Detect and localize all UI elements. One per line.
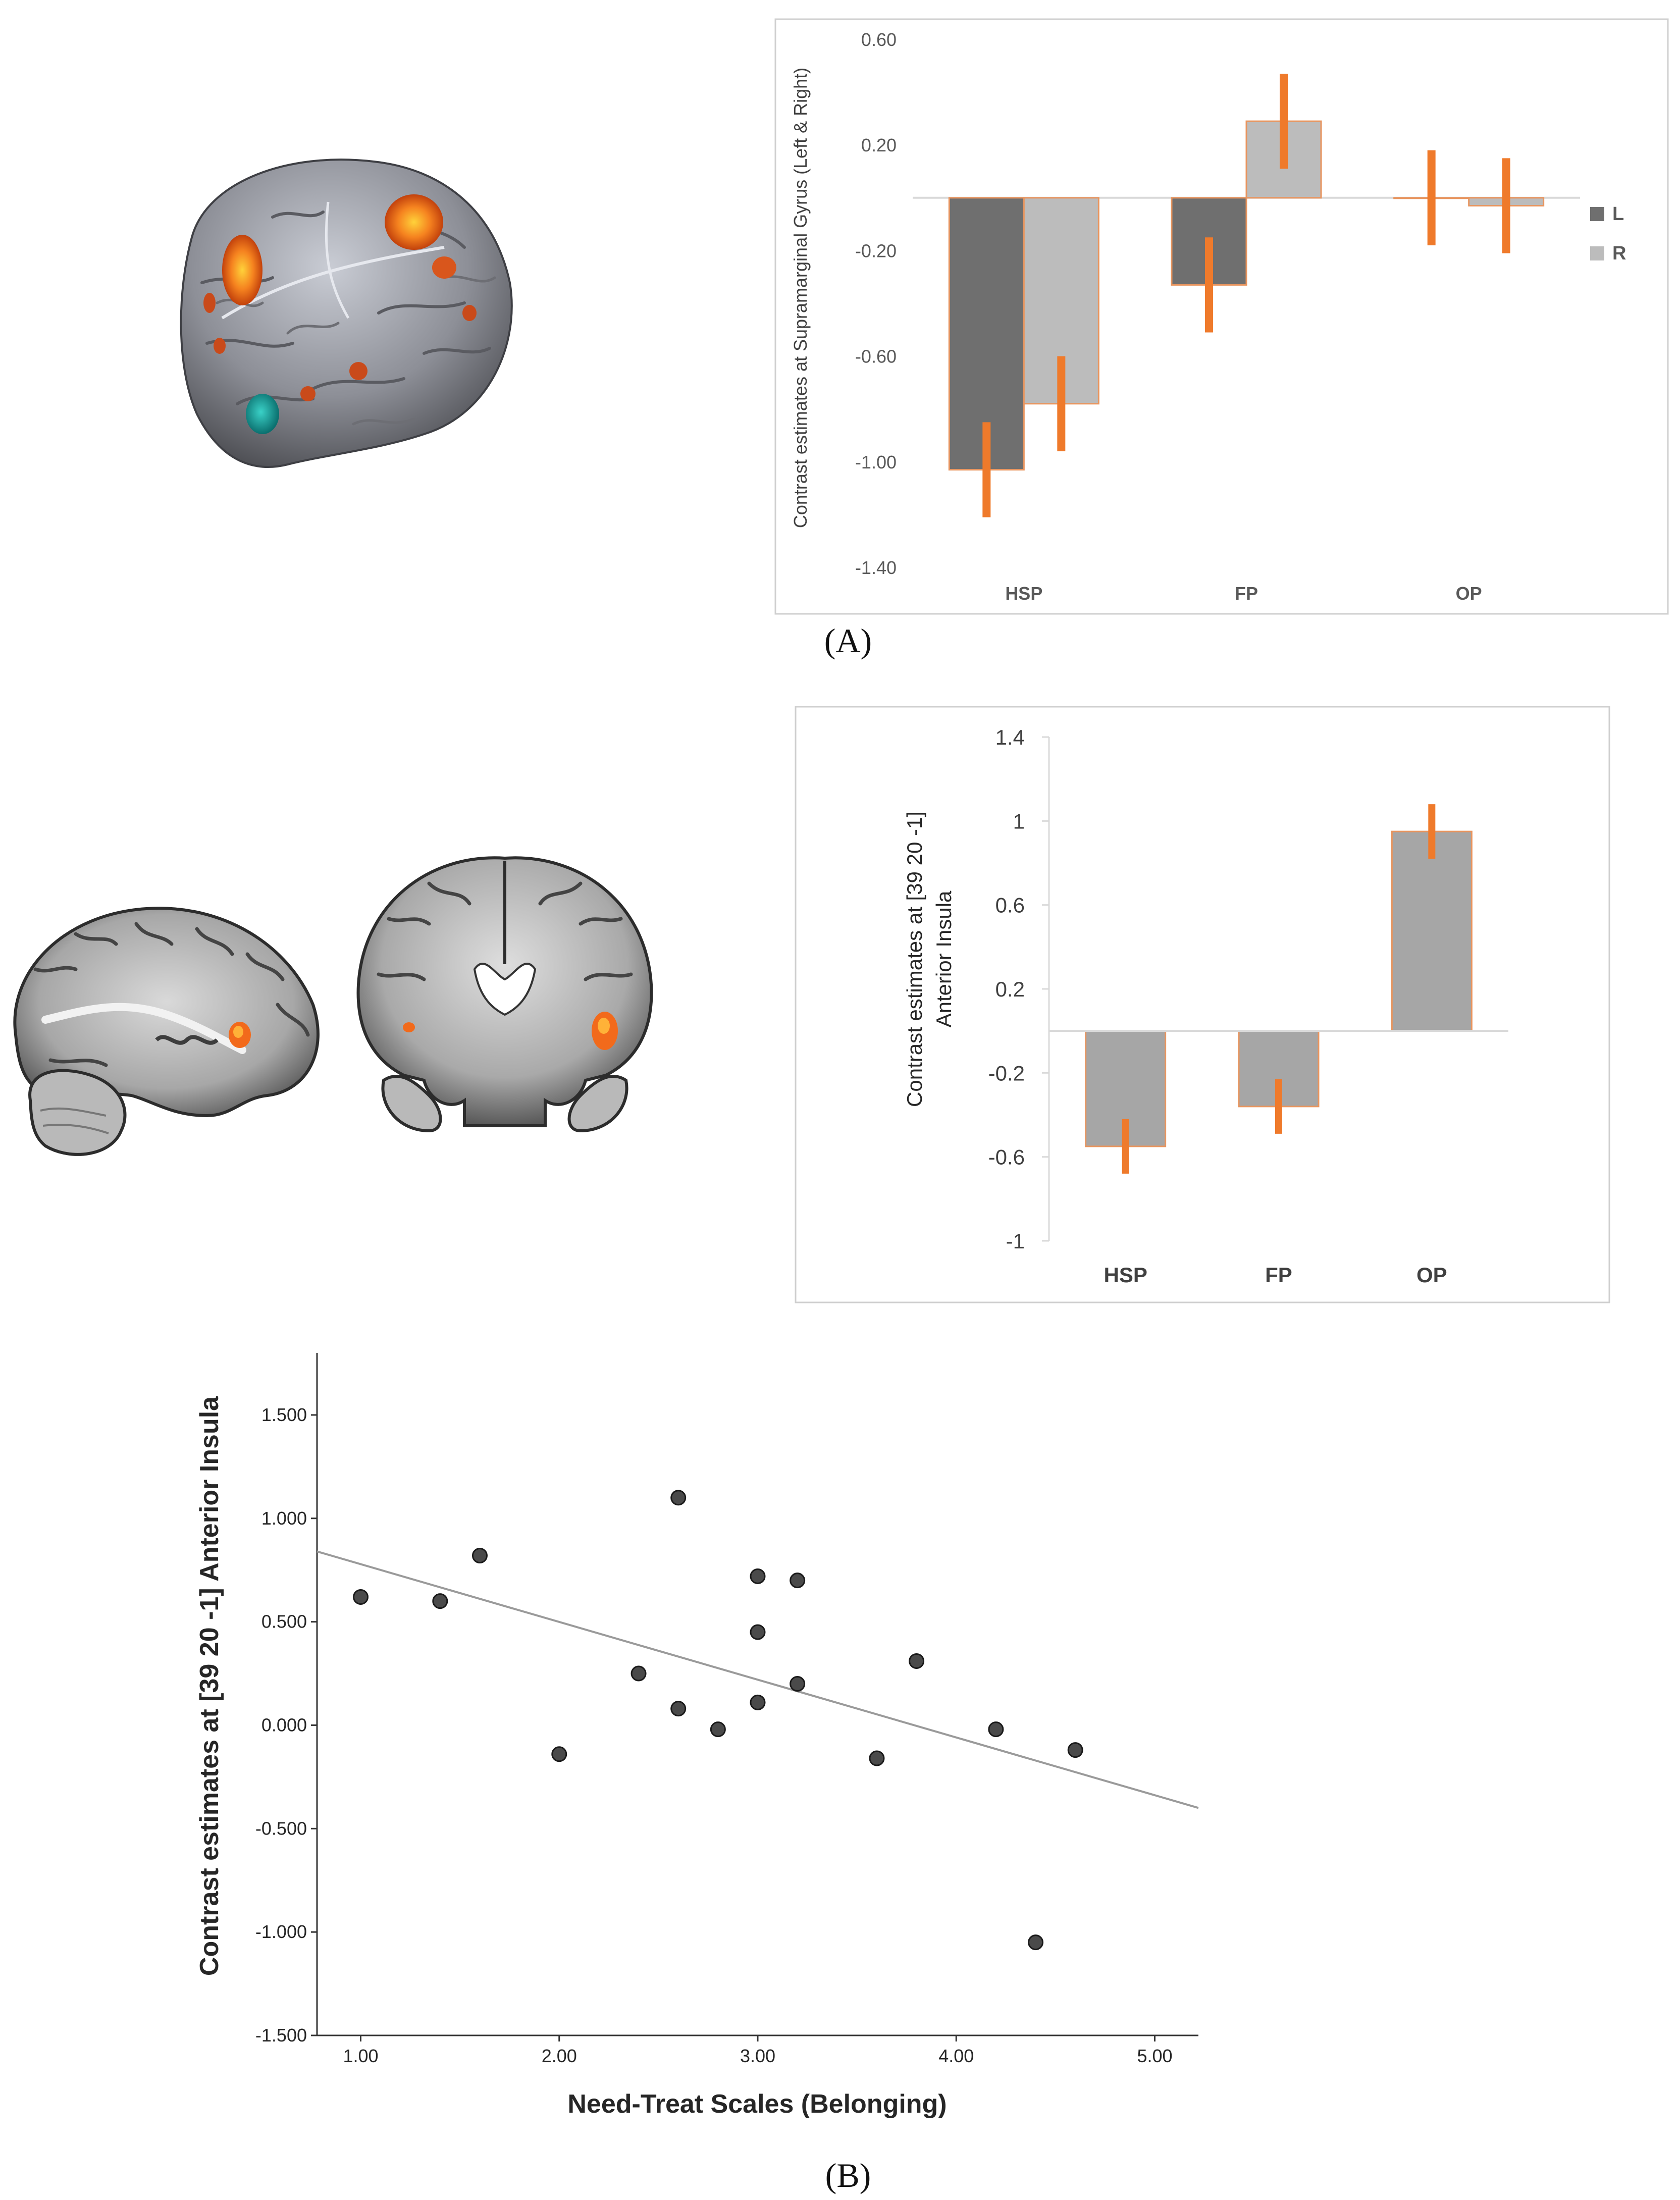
chart-c-y-axis-label: Contrast estimates at [39 20 -1] Anterio… — [195, 1396, 224, 1976]
chart-b-anterior-insula: 1.4 1 0.6 0.2 -0.2 -0.6 -1 HSP FP OP Contrast est… — [795, 706, 1610, 1303]
scatter-point — [1067, 1742, 1083, 1758]
chart-a-supramarginal: 0.60 0.20 -0.20 -0.60 -1.00 -1.40 HSP FP OP Cont… — [774, 18, 1669, 615]
activation-blob — [385, 194, 443, 250]
x-tick-label: HSP — [1005, 583, 1042, 604]
legend-label-r: R — [1612, 243, 1626, 264]
scatter-point — [670, 1701, 687, 1717]
scatter-point — [750, 1568, 766, 1584]
deactivation-blob — [246, 394, 279, 434]
y-tick-label: -1 — [1006, 1229, 1025, 1253]
x-tick-label: FP — [1235, 583, 1258, 604]
activation-blob — [432, 256, 456, 279]
activation-blob — [598, 1018, 610, 1034]
y-tick-label: -0.20 — [855, 240, 897, 261]
brain-3d-render — [180, 159, 513, 468]
y-tick-label: -0.6 — [988, 1145, 1025, 1169]
x-tick-label: 2.00 — [542, 2046, 577, 2066]
y-tick-label: 0.000 — [261, 1714, 307, 1735]
scatter-point — [1028, 1934, 1044, 1951]
y-tick-label: 0.6 — [995, 894, 1025, 917]
scatter-point — [869, 1750, 885, 1766]
y-tick-label: 1.4 — [995, 725, 1025, 749]
x-tick-label: OP — [1416, 1263, 1447, 1287]
x-tick-label: 1.00 — [343, 2046, 378, 2066]
x-tick-label: 5.00 — [1137, 2046, 1172, 2066]
scatter-point — [790, 1676, 806, 1692]
scatter-point — [750, 1694, 766, 1710]
y-tick-label: -0.500 — [255, 1818, 307, 1839]
activation-blob — [403, 1022, 415, 1032]
scatter-point — [631, 1665, 647, 1682]
fit-line — [317, 1550, 1199, 1809]
activation-blob — [233, 1026, 243, 1038]
x-tick-label: OP — [1456, 583, 1482, 604]
y-tick-label: -1.000 — [255, 1921, 307, 1942]
chart-c-x-axis-label: Need-Treat Scales (Belonging) — [567, 2089, 947, 2119]
scatter-point — [750, 1624, 766, 1640]
scatter-point — [909, 1653, 925, 1669]
x-tick-label: HSP — [1104, 1263, 1147, 1287]
legend-swatch-r — [1590, 246, 1604, 260]
scatter-point — [988, 1721, 1004, 1738]
chart-a-y-axis-label: Contrast estimates at Supramarginal Gyru… — [790, 68, 811, 528]
y-tick-label: 0.500 — [261, 1611, 307, 1632]
y-tick-label: -1.00 — [855, 452, 897, 473]
brain-sagittal-slice — [13, 907, 320, 1156]
y-tick-label: -1.40 — [855, 557, 897, 578]
scatter-point — [790, 1573, 806, 1589]
y-tick-label: 1 — [1013, 809, 1025, 833]
scatter-point — [471, 1548, 488, 1564]
y-tick-label: 0.20 — [861, 135, 897, 155]
scatter-point — [551, 1746, 567, 1762]
chart-b-frame — [795, 706, 1610, 1303]
x-tick-label: 4.00 — [938, 2046, 974, 2066]
scatter-point — [710, 1721, 726, 1738]
scatter-point — [353, 1589, 369, 1605]
scatter-point — [670, 1490, 687, 1506]
panel-label-b: (B) — [825, 2156, 871, 2194]
chart-b-y-axis-label-line2: Anterior Insula — [932, 891, 956, 1027]
activation-blob — [462, 305, 477, 321]
y-tick-label: 1.500 — [261, 1404, 307, 1425]
chart-a-frame — [774, 18, 1669, 615]
legend-swatch-l — [1590, 207, 1604, 221]
activation-blob — [300, 386, 316, 401]
y-tick-label: -0.2 — [988, 1061, 1025, 1085]
brain-coronal-slice — [356, 856, 653, 1133]
activation-blob — [214, 338, 226, 354]
activation-blob — [203, 293, 216, 313]
legend-label-l: L — [1612, 203, 1624, 225]
chart-b-y-axis-label-line1: Contrast estimates at [39 20 -1] — [903, 811, 926, 1107]
y-tick-label: 0.60 — [861, 29, 897, 50]
activation-blob — [222, 235, 262, 305]
y-tick-label: 0.2 — [995, 977, 1025, 1001]
panel-label-a: (A) — [824, 621, 872, 660]
y-tick-label: -1.500 — [255, 2025, 307, 2046]
scatter-point — [432, 1593, 448, 1609]
chart-a-legend: L R — [1590, 203, 1626, 264]
y-tick-label: -0.60 — [855, 346, 897, 367]
x-tick-label: FP — [1265, 1263, 1292, 1287]
x-tick-label: 3.00 — [740, 2046, 775, 2066]
activation-blob — [349, 362, 368, 380]
y-tick-label: 1.000 — [261, 1508, 307, 1529]
